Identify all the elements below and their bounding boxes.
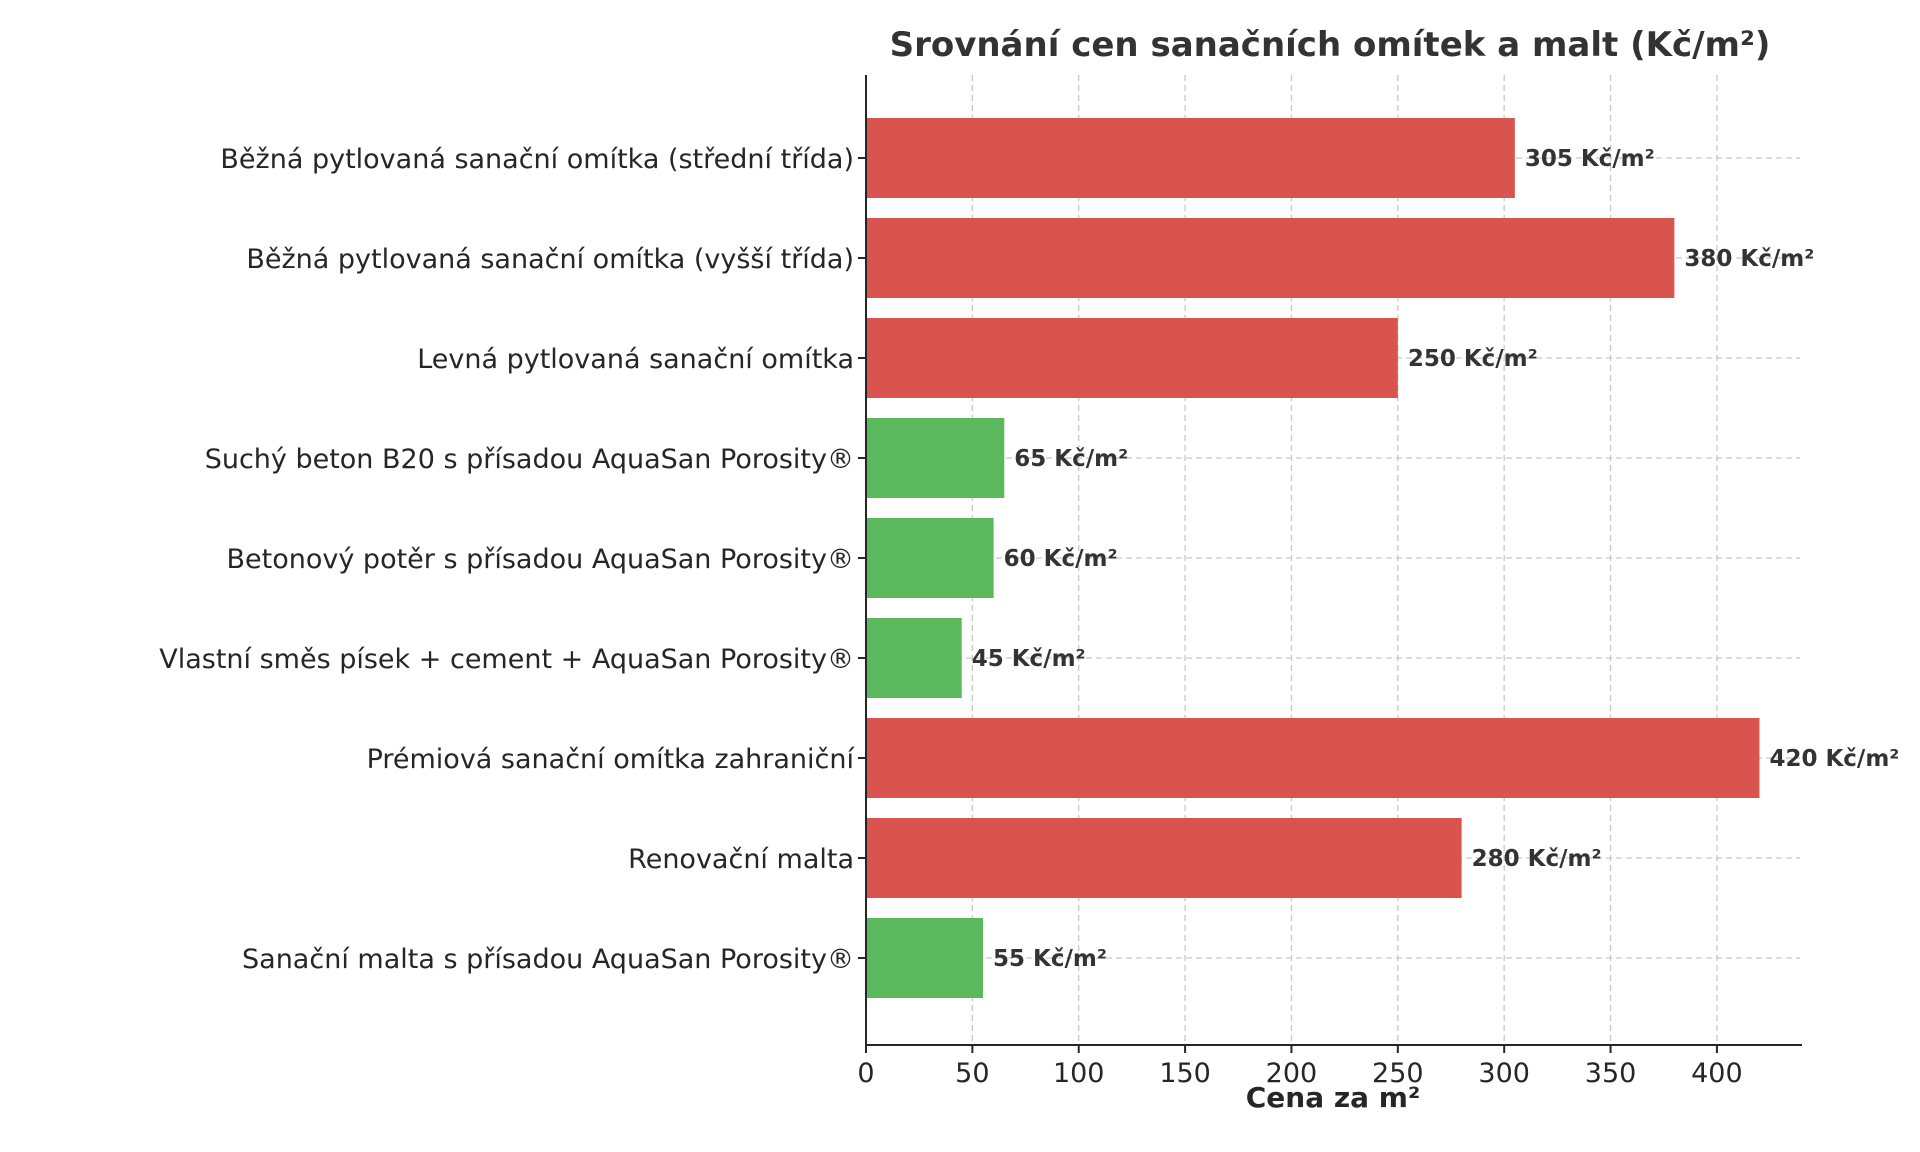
chart-title: Srovnání cen sanačních omítek a malt (Kč… [890, 25, 1771, 65]
data-label: 305 Kč/m² [1525, 146, 1655, 172]
data-label: 280 Kč/m² [1472, 846, 1602, 872]
category-label: Vlastní směs písek + cement + AquaSan Po… [159, 644, 854, 675]
category-label: Suchý beton B20 s přísadou AquaSan Poros… [205, 444, 854, 475]
category-label: Levná pytlovaná sanační omítka [417, 344, 854, 375]
bar [866, 518, 994, 598]
category-label: Běžná pytlovaná sanační omítka (vyšší tř… [246, 244, 854, 275]
data-label: 420 Kč/m² [1769, 746, 1899, 772]
x-tick-label: 150 [1159, 1058, 1211, 1089]
category-label: Sanační malta s přísadou AquaSan Porosit… [242, 944, 854, 975]
bar [866, 918, 983, 998]
x-tick-label: 50 [955, 1058, 989, 1089]
category-label: Běžná pytlovaná sanační omítka (střední … [220, 144, 854, 175]
bar [866, 618, 962, 698]
category-label: Prémiová sanační omítka zahraniční [367, 744, 856, 775]
x-tick-label: 200 [1266, 1058, 1318, 1089]
data-label: 55 Kč/m² [993, 946, 1107, 972]
bar [866, 118, 1515, 198]
data-label: 380 Kč/m² [1684, 246, 1814, 272]
category-labels: Běžná pytlovaná sanační omítka (střední … [159, 144, 855, 975]
axes [858, 75, 1802, 1053]
bars-group [866, 118, 1760, 998]
x-tick-label: 350 [1585, 1058, 1637, 1089]
x-axis-title: Cena za m² [1246, 1081, 1421, 1114]
bar [866, 218, 1675, 298]
category-label: Renovační malta [628, 844, 854, 875]
data-label: 250 Kč/m² [1408, 346, 1538, 372]
x-tick-labels: 0 50 100 150 200 250 300 350 400 [857, 1058, 1742, 1089]
data-label: 60 Kč/m² [1004, 546, 1118, 572]
x-tick-label: 0 [857, 1058, 874, 1089]
x-tick-label: 400 [1691, 1058, 1743, 1089]
value-labels: 305 Kč/m² 380 Kč/m² 250 Kč/m² 65 Kč/m² 60 Kč… [972, 146, 1900, 972]
x-tick-label: 300 [1478, 1058, 1530, 1089]
bar [866, 418, 1005, 498]
data-label: 45 Kč/m² [972, 646, 1086, 672]
x-tick-label: 250 [1372, 1058, 1424, 1089]
bar [866, 318, 1398, 398]
bar [866, 818, 1462, 898]
category-label: Betonový potěr s přísadou AquaSan Porosi… [227, 544, 854, 575]
x-tick-label: 100 [1053, 1058, 1105, 1089]
bar [866, 718, 1760, 798]
data-label: 65 Kč/m² [1014, 446, 1128, 472]
